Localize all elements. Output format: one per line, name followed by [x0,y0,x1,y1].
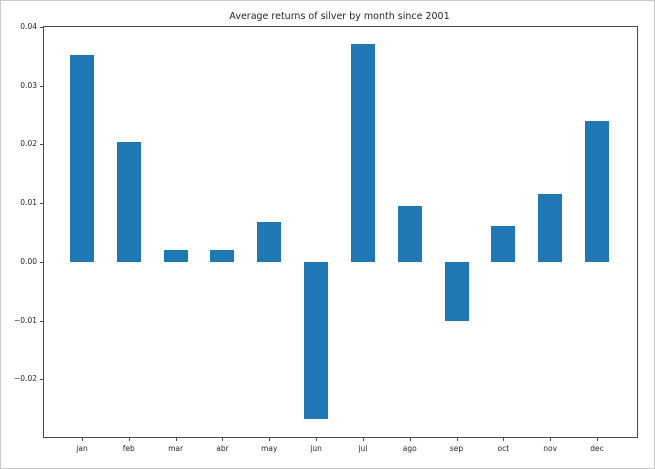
y-tick-label-0.04: 0.04 [20,22,37,31]
x-tick-label-ago: ago [402,444,417,453]
x-tick-label-feb: feb [122,444,135,453]
bar-jul [350,44,375,262]
x-tick-label-may: may [261,444,278,453]
y-tick-label-0.00: 0.00 [20,256,37,266]
x-tick-label-jul: jul [358,444,368,453]
chart-title: Average returns of silver by month since… [229,11,450,22]
x-tick-label-abr: abr [216,444,229,453]
bar-mar [163,250,188,262]
y-tick-label-0.01: 0.01 [20,198,37,208]
y-tick-label-−0.01: −0.01 [14,315,37,325]
y-tick-−0.01 [40,320,44,322]
x-tick-label-nov: nov [543,444,558,453]
x-tick-jun [316,437,318,441]
x-tick-label-jan: jan [76,444,88,453]
bar-sep [444,261,469,321]
bar-jun [304,261,329,419]
x-tick-may [269,437,271,441]
x-tick-oct [503,437,505,441]
bar-oct [491,225,516,262]
y-tick-label-0.02: 0.02 [20,139,37,149]
x-tick-dec [597,437,598,441]
x-tick-label-mar: mar [168,444,184,453]
bar-jan [70,54,94,262]
bar-abr [210,250,235,262]
x-tick-label-jun: jun [310,444,322,453]
y-tick-0.03 [40,85,44,87]
x-tick-abr [222,437,224,441]
y-tick-label-−0.02: −0.02 [14,374,37,384]
bar-nov [538,194,563,262]
x-tick-mar [175,437,177,441]
bar-feb [116,142,141,262]
x-tick-sep [456,437,458,441]
x-tick-jul [362,437,364,441]
plot-area: 0.04 0.03 0.02 0.01 0.00 −0.01 −0.02 jan feb mar… [14,22,638,453]
y-tick-label-0.03: 0.03 [20,80,37,90]
x-tick-ago [409,437,411,441]
x-tick-label-oct: oct [497,444,510,453]
y-tick-−0.02 [40,379,44,381]
y-tick-0.04 [40,27,44,28]
x-tick-feb [128,437,130,441]
x-tick-label-sep: sep [449,444,464,453]
y-tick-0.02 [40,144,44,146]
bar-ago [397,206,422,262]
bar-may [257,222,282,262]
y-tick-0.00 [40,261,44,263]
x-tick-label-dec: dec [590,444,604,453]
x-tick-jan [82,437,83,441]
bar-dec [585,120,609,262]
y-tick-0.01 [40,203,44,205]
x-tick-nov [550,437,552,441]
